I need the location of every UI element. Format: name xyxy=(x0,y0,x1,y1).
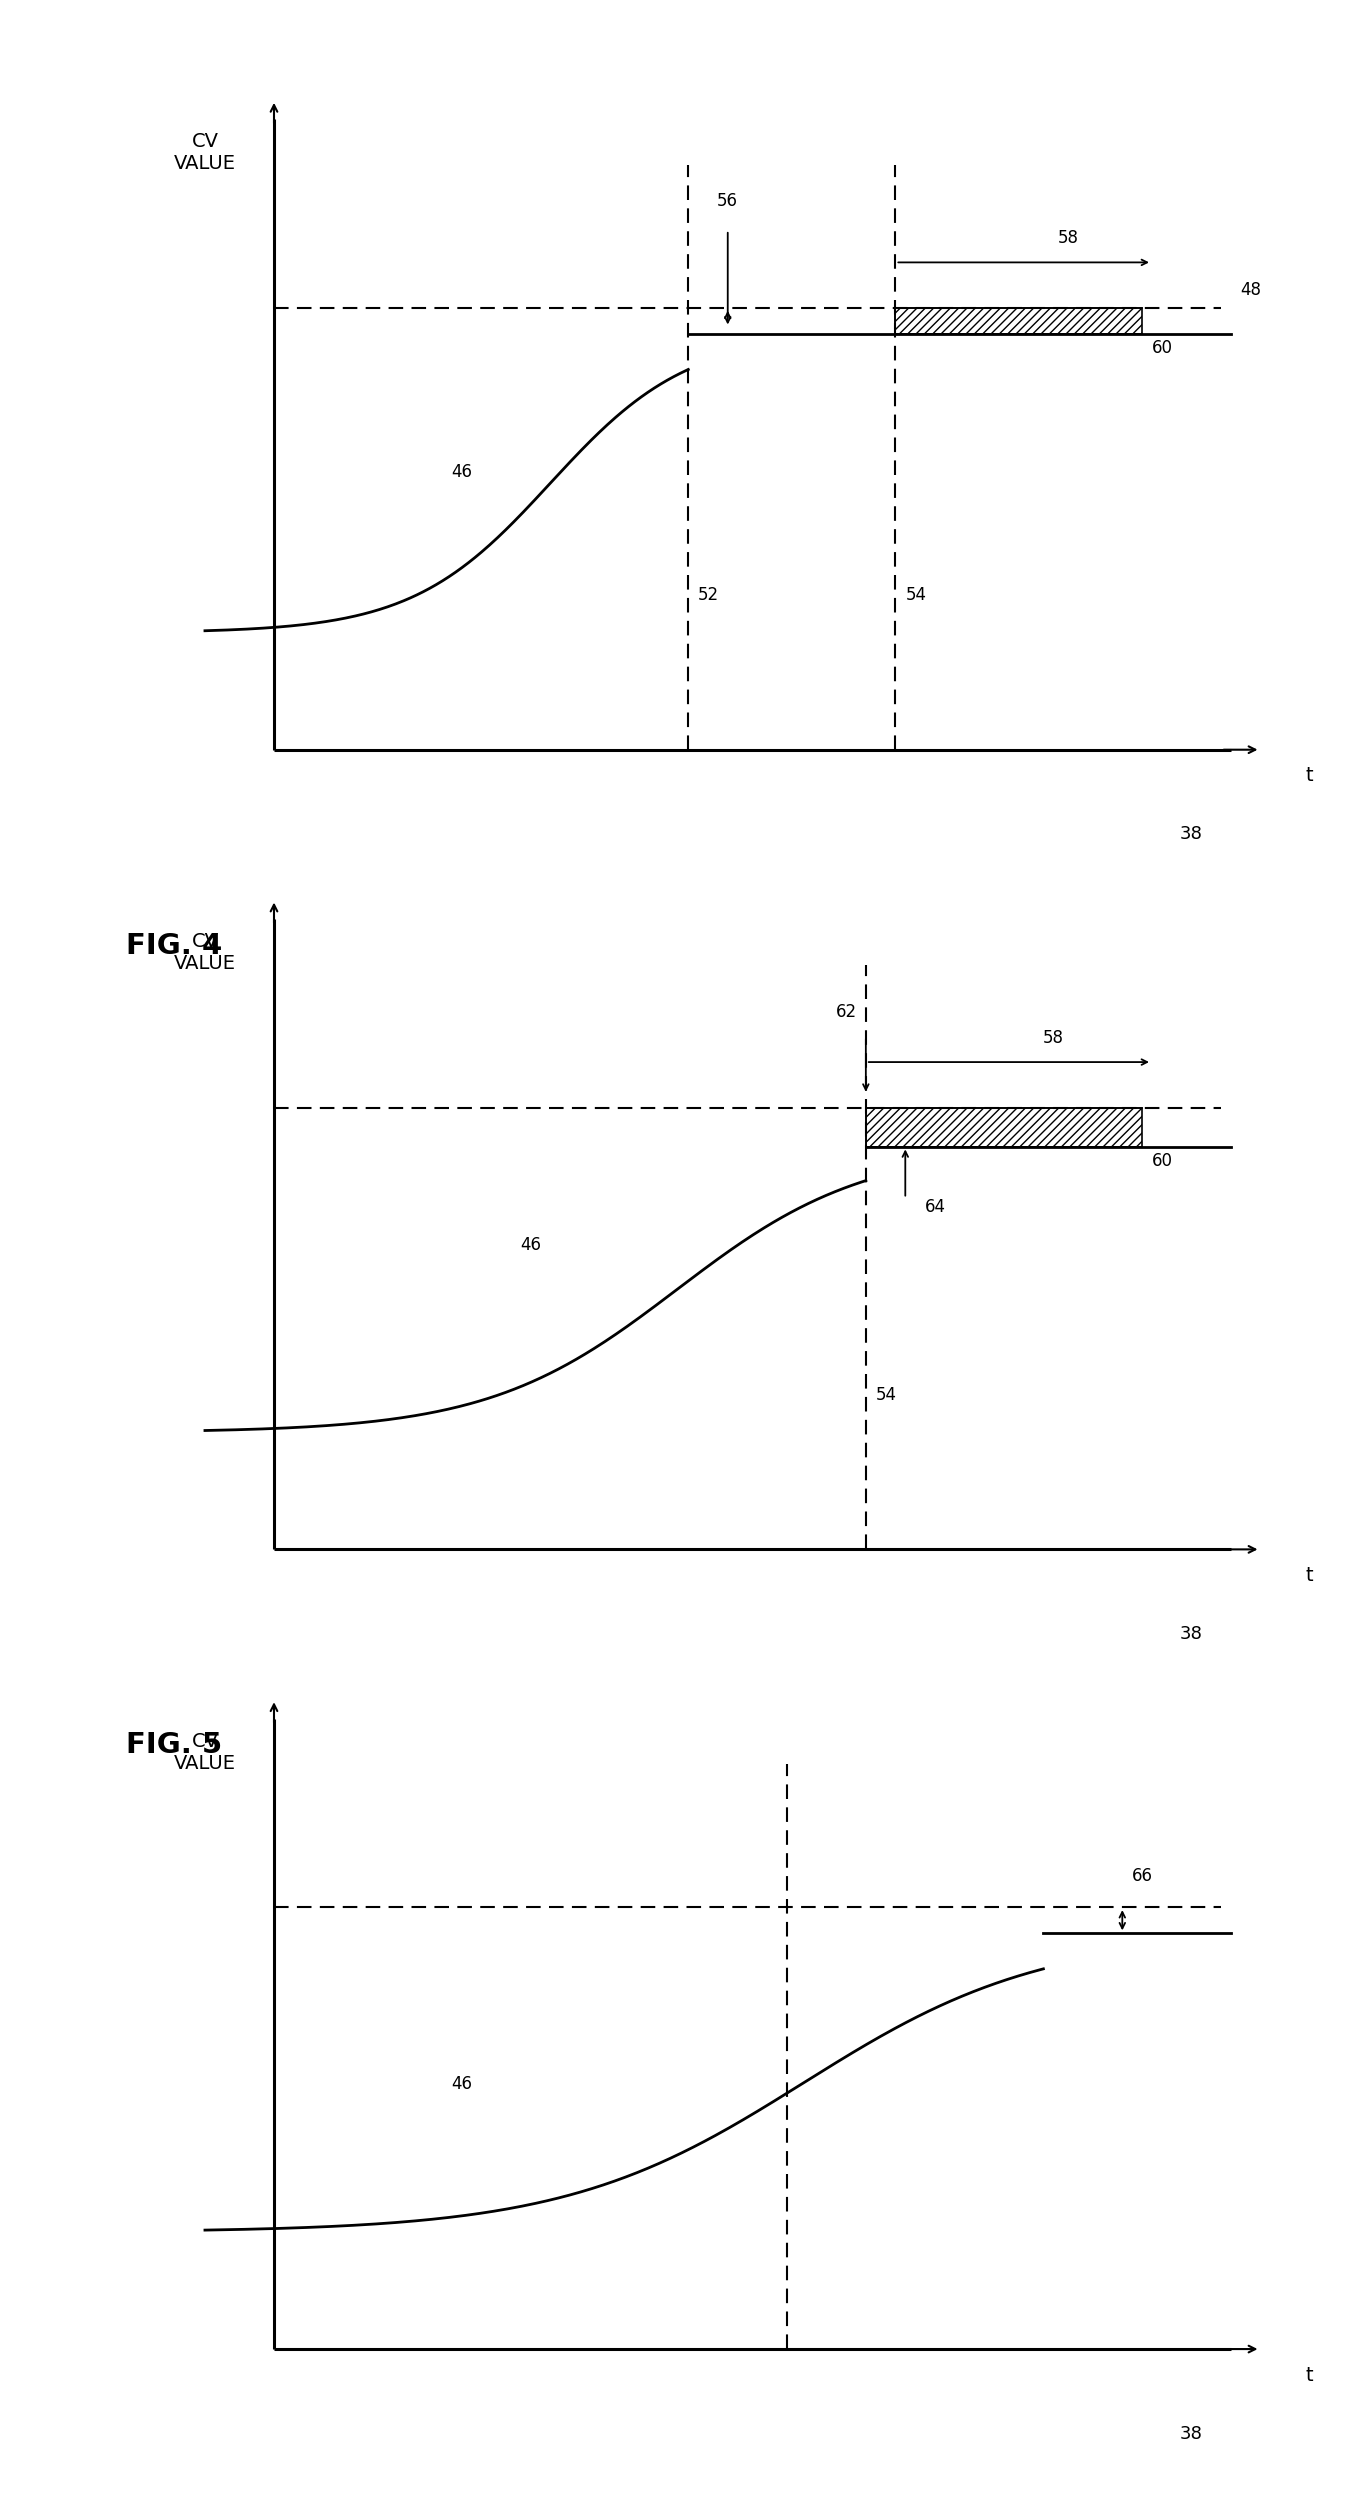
Text: CV
VALUE: CV VALUE xyxy=(174,132,236,172)
Text: 52: 52 xyxy=(699,587,719,605)
Text: 58: 58 xyxy=(1058,230,1078,247)
Text: FIG. 5: FIG. 5 xyxy=(126,1732,222,1759)
Text: 38: 38 xyxy=(1180,2424,1203,2442)
Text: 62: 62 xyxy=(836,1002,856,1020)
Text: 46: 46 xyxy=(451,2074,471,2094)
Text: 60: 60 xyxy=(1152,340,1173,357)
Text: 38: 38 xyxy=(1180,1624,1203,1642)
Text: 60: 60 xyxy=(1152,1152,1173,1170)
Text: 54: 54 xyxy=(875,1387,897,1404)
Bar xyxy=(896,307,1143,335)
Text: 54: 54 xyxy=(906,587,926,605)
Text: 56: 56 xyxy=(718,192,738,210)
Text: 64: 64 xyxy=(925,1197,947,1215)
Text: t: t xyxy=(1306,1567,1314,1584)
Text: 46: 46 xyxy=(451,462,471,480)
Text: 38: 38 xyxy=(1180,825,1203,842)
Bar xyxy=(866,1107,1143,1147)
Text: CV
VALUE: CV VALUE xyxy=(174,932,236,972)
Text: CV
VALUE: CV VALUE xyxy=(174,1732,236,1772)
Text: 46: 46 xyxy=(521,1237,541,1254)
Text: 66: 66 xyxy=(1132,1867,1154,1884)
Text: t: t xyxy=(1306,2367,1314,2384)
Text: FIG. 4: FIG. 4 xyxy=(126,932,222,960)
Text: t: t xyxy=(1306,767,1314,785)
Text: 48: 48 xyxy=(1241,280,1262,300)
Text: 58: 58 xyxy=(1043,1030,1063,1047)
